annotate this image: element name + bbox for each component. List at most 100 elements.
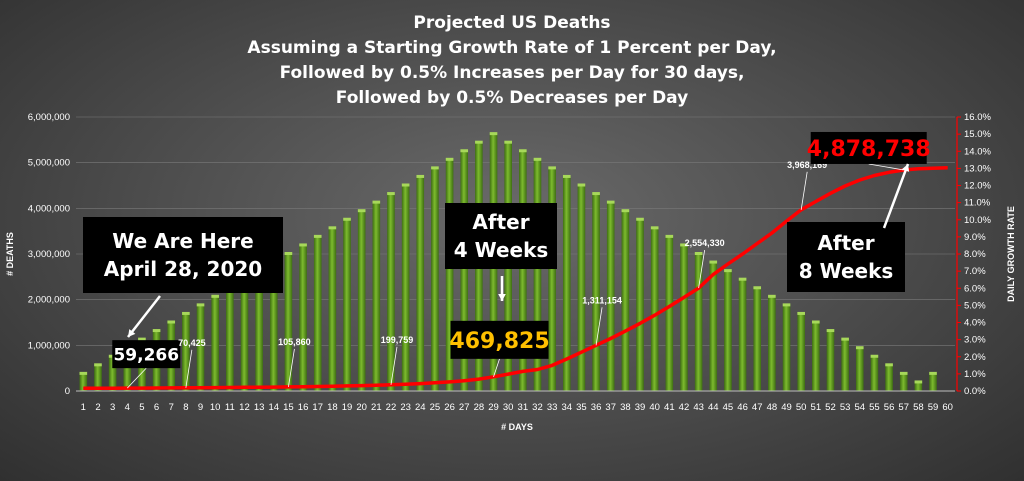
data-label-leader bbox=[595, 307, 603, 346]
bar-top bbox=[753, 286, 762, 290]
x-tick-label: 15 bbox=[283, 402, 294, 413]
callouts: We Are Here April 28, 2020 After 4 Weeks Aft… bbox=[83, 163, 910, 338]
deaths-series-line bbox=[83, 165, 948, 391]
x-tick-label: 8 bbox=[183, 402, 188, 413]
data-label-leader bbox=[868, 163, 904, 171]
bar-top bbox=[372, 200, 381, 204]
growth-rate-bar bbox=[636, 219, 644, 391]
growth-rate-bar bbox=[768, 296, 776, 391]
bar-top bbox=[636, 217, 644, 221]
x-tick-label: 16 bbox=[298, 402, 309, 413]
data-label-leader bbox=[288, 348, 295, 387]
y2-tick-label: 2.0% bbox=[964, 352, 986, 363]
bar-top bbox=[548, 166, 556, 170]
growth-rate-bar bbox=[724, 271, 732, 391]
bar-top bbox=[665, 234, 674, 238]
growth-rate-bar bbox=[665, 236, 674, 391]
y2-tick-label: 13.0% bbox=[964, 163, 991, 174]
data-label-box bbox=[112, 340, 181, 369]
y-tick-label: 0 bbox=[65, 386, 70, 397]
x-tick-label: 28 bbox=[474, 402, 485, 413]
x-tick-label: 24 bbox=[415, 402, 426, 413]
x-tick-label: 25 bbox=[430, 402, 441, 413]
bar-top bbox=[211, 294, 219, 298]
growth-rate-bar bbox=[416, 176, 425, 391]
data-label-leader bbox=[493, 358, 500, 377]
x-tick-label: 23 bbox=[400, 402, 411, 413]
growth-rate-bar bbox=[460, 151, 469, 391]
bar-top bbox=[577, 183, 586, 187]
bar-top bbox=[768, 294, 776, 298]
growth-rate-bar bbox=[914, 382, 923, 391]
bar-top bbox=[196, 303, 205, 307]
bar-top bbox=[929, 371, 937, 375]
x-tick-label: 60 bbox=[942, 402, 953, 413]
growth-rate-bar bbox=[123, 348, 132, 391]
growth-rate-bar bbox=[885, 365, 893, 391]
deaths-line bbox=[83, 165, 948, 391]
bar-top bbox=[431, 166, 439, 170]
bar-top bbox=[79, 371, 88, 375]
bar-top bbox=[650, 226, 659, 230]
growth-rate-bar bbox=[211, 296, 219, 391]
growth-rate-bar bbox=[709, 262, 718, 391]
data-label: 3,968,169 bbox=[787, 160, 827, 170]
bar-top bbox=[94, 363, 102, 367]
x-tick-label: 56 bbox=[884, 402, 895, 413]
bar-top bbox=[812, 320, 820, 324]
bar-top bbox=[284, 252, 293, 255]
y-tick-label: 6,000,000 bbox=[28, 112, 70, 123]
x-tick-label: 3 bbox=[110, 402, 115, 413]
callout-text: 8 Weeks bbox=[799, 259, 894, 283]
growth-rate-bar bbox=[313, 236, 322, 391]
growth-rate-bar bbox=[899, 373, 908, 391]
bar-top bbox=[445, 157, 454, 161]
x-tick-label: 44 bbox=[708, 402, 719, 413]
callout-text: 4 Weeks bbox=[454, 238, 549, 262]
x-tick-label: 14 bbox=[268, 402, 279, 413]
bar-top bbox=[313, 234, 322, 238]
growth-rate-bar bbox=[431, 168, 439, 391]
x-tick-label: 51 bbox=[811, 402, 822, 413]
bar-top bbox=[797, 311, 805, 315]
growth-rate-bar bbox=[533, 159, 542, 391]
x-tick-label: 13 bbox=[254, 402, 265, 413]
x-tick-label: 59 bbox=[928, 402, 939, 413]
callout-arrowhead bbox=[128, 329, 136, 337]
data-label: 469,825 bbox=[449, 329, 549, 354]
x-tick-label: 12 bbox=[239, 402, 250, 413]
growth-rate-bar bbox=[855, 348, 864, 391]
x-tick-label: 18 bbox=[327, 402, 338, 413]
x-tick-label: 30 bbox=[503, 402, 514, 413]
growth-rate-bar bbox=[196, 305, 205, 391]
growth-rate-bar bbox=[284, 254, 293, 391]
bar-top bbox=[826, 329, 835, 333]
y2-tick-label: 12.0% bbox=[964, 181, 991, 192]
x-tick-label: 55 bbox=[869, 402, 880, 413]
x-tick-label: 57 bbox=[898, 402, 909, 413]
title-line-2: Assuming a Starting Growth Rate of 1 Per… bbox=[247, 38, 776, 58]
bar-top bbox=[533, 157, 542, 161]
y2-tick-label: 3.0% bbox=[964, 335, 986, 346]
growth-rate-bar bbox=[548, 168, 556, 391]
bar-top bbox=[138, 337, 146, 341]
y2-tick-label: 5.0% bbox=[964, 300, 986, 311]
bar-top bbox=[401, 183, 410, 187]
callout-text: April 28, 2020 bbox=[104, 257, 262, 281]
growth-rate-bar bbox=[343, 219, 351, 391]
data-label-leader bbox=[126, 367, 147, 389]
growth-rate-bar bbox=[328, 228, 337, 391]
growth-rate-bar bbox=[577, 185, 586, 391]
x-tick-label: 29 bbox=[488, 402, 499, 413]
data-label-box bbox=[810, 131, 927, 164]
y2-tick-label: 6.0% bbox=[964, 283, 986, 294]
data-label-leader bbox=[390, 346, 398, 385]
data-label: 70,425 bbox=[178, 338, 206, 348]
x-tick-label: 42 bbox=[679, 402, 690, 413]
bar-top bbox=[694, 252, 703, 255]
bar-top bbox=[416, 174, 425, 178]
x-tick-label: 43 bbox=[693, 402, 704, 413]
x-tick-label: 45 bbox=[723, 402, 734, 413]
title-line-4: Followed by 0.5% Decreases per Day bbox=[336, 88, 688, 108]
